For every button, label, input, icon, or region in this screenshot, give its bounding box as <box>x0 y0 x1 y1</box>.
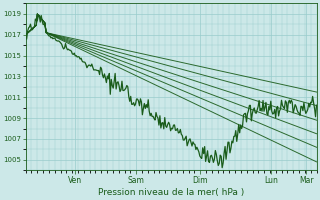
X-axis label: Pression niveau de la mer( hPa ): Pression niveau de la mer( hPa ) <box>98 188 244 197</box>
